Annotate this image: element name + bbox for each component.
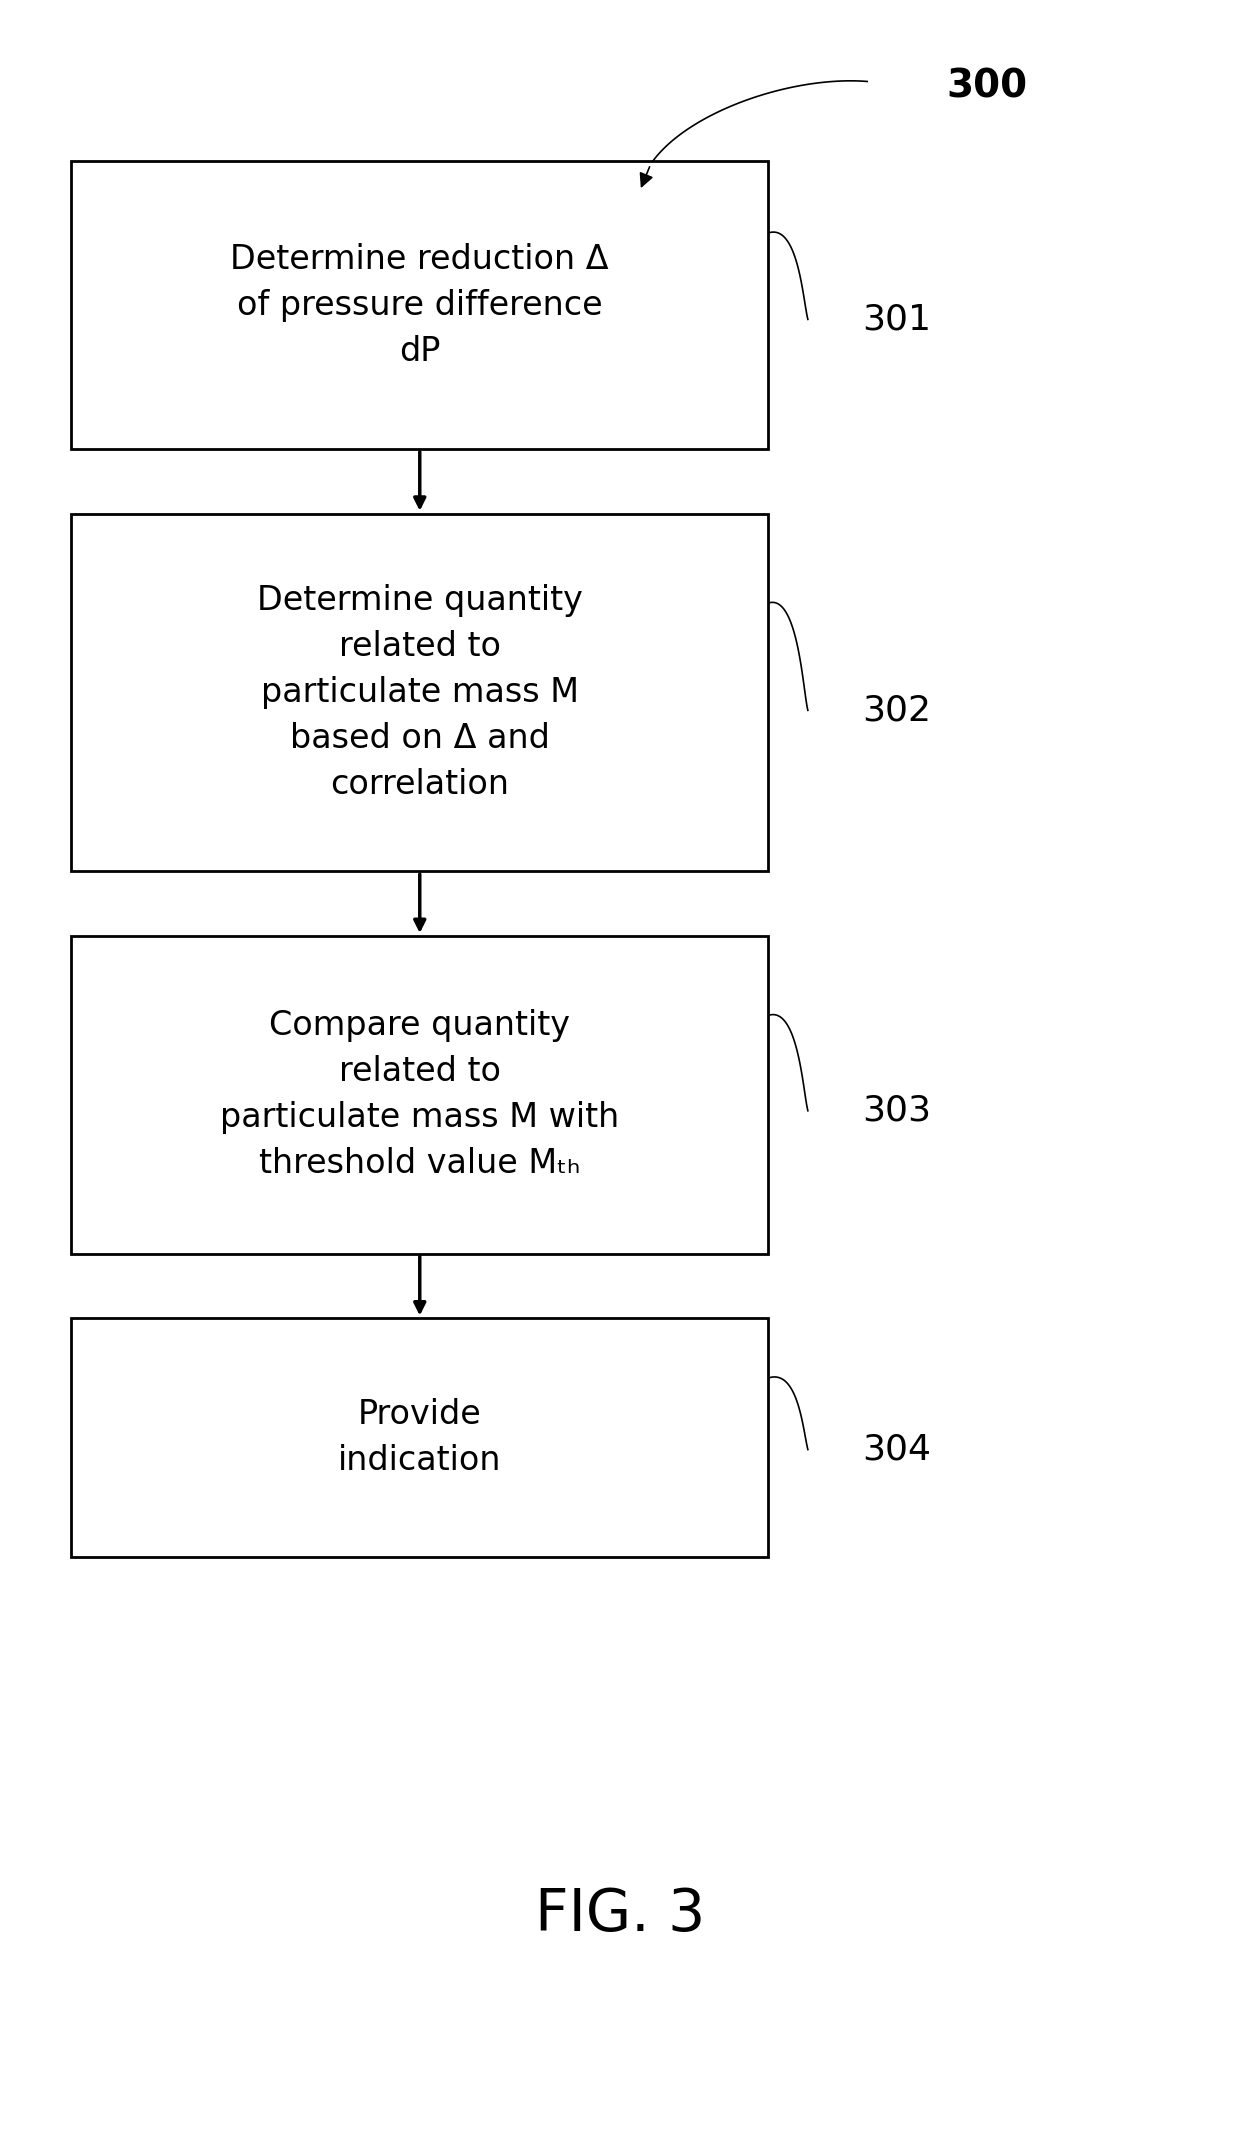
Text: FIG. 3: FIG. 3 <box>534 1887 706 1943</box>
Text: 301: 301 <box>862 303 931 337</box>
Text: Determine quantity
related to
particulate mass M
based on Δ and
correlation: Determine quantity related to particulat… <box>257 585 583 802</box>
Text: 303: 303 <box>862 1094 931 1128</box>
Text: 302: 302 <box>862 694 931 726</box>
Bar <box>71 937 769 1253</box>
Bar <box>71 161 769 449</box>
Bar <box>71 1319 769 1556</box>
Text: Compare quantity
related to
particulate mass M with
threshold value Mₜₕ: Compare quantity related to particulate … <box>221 1010 620 1180</box>
Bar <box>71 514 769 870</box>
Text: Provide
indication: Provide indication <box>339 1399 501 1476</box>
Text: Determine reduction Δ
of pressure difference
dP: Determine reduction Δ of pressure differ… <box>231 243 609 367</box>
Text: 304: 304 <box>862 1433 931 1466</box>
Text: 300: 300 <box>946 67 1028 105</box>
